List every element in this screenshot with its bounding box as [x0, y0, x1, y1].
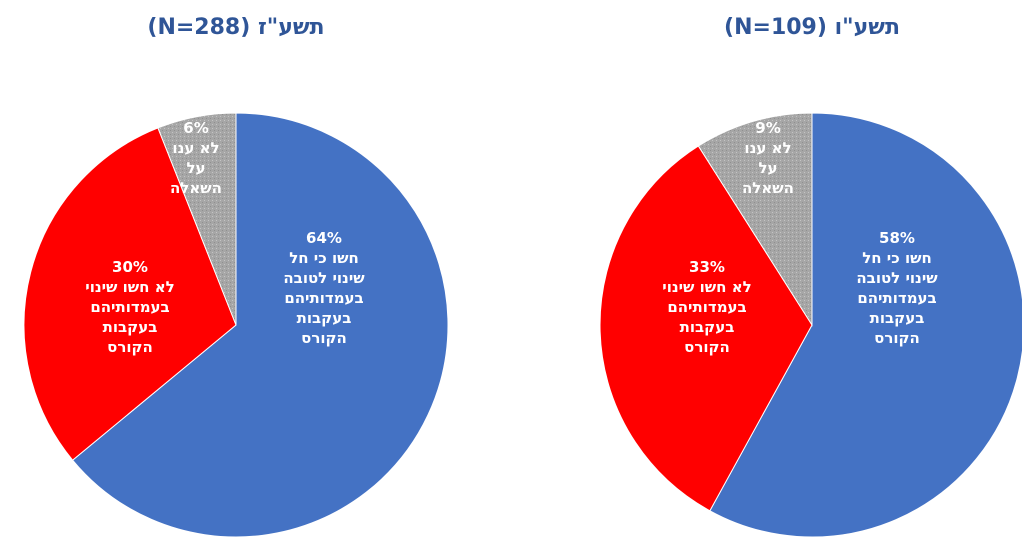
- slice-text-line: לא חשו שינוי: [85, 278, 174, 296]
- slice-label-1: 64% חשו כי חל שינוי לטובה בעמדותיהם בעקבות הק…: [283, 229, 365, 347]
- slice-text-line: על: [758, 159, 777, 177]
- slice-text-line: בעקבות: [870, 309, 925, 327]
- pie-slice-2: [599, 145, 813, 512]
- slice-label-2: 33% לא חשו שינוי בעמדותיהם בעקבות הקורס: [662, 258, 751, 356]
- slice-label-3: 6% לא ענו על השאלה: [170, 119, 222, 197]
- slice-label-3: 9% לא ענו על השאלה: [742, 119, 794, 197]
- slice-percent-label: 30%: [112, 258, 148, 276]
- slice-text-line: השאלה: [742, 179, 794, 197]
- slice-text-line: לא חשו שינוי: [662, 278, 751, 296]
- slice-text-line: בעמדותיהם: [857, 289, 936, 307]
- pie-slice-2: [23, 127, 237, 461]
- slice-text-line: לא ענו: [744, 139, 791, 157]
- slice-text-line: שינוי לטובה: [856, 269, 938, 287]
- slice-text-line: בעמדותיהם: [284, 289, 363, 307]
- slice-text-line: בעקבות: [103, 318, 158, 336]
- slice-text-line: הקורס: [301, 329, 347, 347]
- slice-text-line: הקורס: [107, 338, 153, 356]
- pie-slice-3: [157, 112, 237, 326]
- slice-text-line: בעקבות: [297, 309, 352, 327]
- slice-text-line: בעמדותיהם: [90, 298, 169, 316]
- slice-percent-label: 64%: [306, 229, 342, 247]
- slice-text-line: חשו כי חל: [289, 249, 359, 267]
- slice-label-1: 58% חשו כי חל שינוי לטובה בעמדותיהם בעקבות הק…: [856, 229, 938, 347]
- slice-percent-label: 6%: [183, 119, 208, 137]
- slice-text-line: חשו כי חל: [862, 249, 932, 267]
- slice-text-line: הקורס: [684, 338, 730, 356]
- pie-chart-2: תשע"ו (N=109) 58% חשו כי חל שינוי לטובה בעמד…: [599, 15, 1022, 538]
- chart-title: תשע"ו (N=109): [724, 15, 900, 40]
- slice-text-line: הקורס: [874, 329, 920, 347]
- slice-percent-label: 33%: [689, 258, 725, 276]
- slice-percent-label: 9%: [755, 119, 780, 137]
- chart-title: תשע"ז (N=288): [147, 15, 324, 40]
- pie-slice-1: [71, 112, 449, 538]
- pie-slice-3: [697, 112, 813, 327]
- slice-text-line: לא ענו: [172, 139, 219, 157]
- slice-text-line: בעקבות: [680, 318, 735, 336]
- slice-label-2: 30% לא חשו שינוי בעמדותיהם בעקבות הקורס: [85, 258, 174, 356]
- pie-slice-1: [709, 112, 1022, 538]
- pie-chart-1: תשע"ז (N=288) 64% חשו כי חל שינוי לטובה בעמד…: [23, 15, 449, 538]
- slice-text-line: בעמדותיהם: [667, 298, 746, 316]
- slice-text-line: השאלה: [170, 179, 222, 197]
- slice-text-line: על: [186, 159, 205, 177]
- slice-percent-label: 58%: [879, 229, 915, 247]
- slice-text-line: שינוי לטובה: [283, 269, 365, 287]
